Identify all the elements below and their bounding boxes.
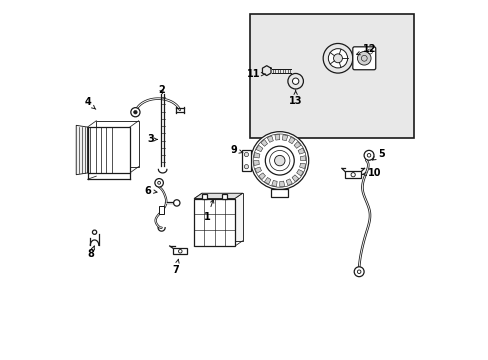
- Text: 13: 13: [288, 90, 302, 105]
- Polygon shape: [266, 136, 273, 142]
- Text: 7: 7: [172, 259, 179, 275]
- Bar: [270, 189, 288, 197]
- Bar: [222, 194, 226, 198]
- Polygon shape: [260, 140, 267, 146]
- Polygon shape: [271, 180, 277, 186]
- Circle shape: [364, 150, 373, 160]
- Circle shape: [244, 152, 248, 157]
- Polygon shape: [279, 181, 284, 186]
- Bar: [242, 150, 250, 171]
- Bar: [202, 193, 242, 241]
- Text: 1: 1: [203, 199, 213, 222]
- Polygon shape: [264, 177, 270, 184]
- Bar: [345, 171, 360, 178]
- Text: 12: 12: [356, 45, 376, 55]
- Bar: [194, 198, 234, 246]
- FancyBboxPatch shape: [352, 47, 375, 70]
- Circle shape: [131, 108, 140, 117]
- Circle shape: [244, 165, 248, 169]
- Circle shape: [274, 156, 285, 166]
- Circle shape: [327, 49, 347, 68]
- Polygon shape: [291, 175, 298, 182]
- Circle shape: [287, 73, 303, 89]
- Circle shape: [173, 200, 180, 206]
- Polygon shape: [297, 148, 304, 154]
- Circle shape: [265, 146, 294, 175]
- Polygon shape: [255, 167, 261, 173]
- Circle shape: [323, 44, 352, 73]
- Bar: [159, 207, 164, 213]
- Polygon shape: [258, 173, 265, 180]
- Bar: [87, 127, 130, 173]
- Circle shape: [353, 267, 364, 277]
- Circle shape: [155, 179, 163, 187]
- Circle shape: [357, 51, 370, 65]
- Text: 9: 9: [230, 145, 243, 155]
- Circle shape: [333, 54, 342, 63]
- Polygon shape: [253, 161, 259, 166]
- Bar: [173, 248, 187, 254]
- Polygon shape: [293, 141, 300, 148]
- Polygon shape: [282, 135, 287, 141]
- Polygon shape: [253, 153, 260, 158]
- Circle shape: [292, 78, 298, 84]
- Polygon shape: [76, 125, 87, 175]
- Bar: [96, 121, 139, 167]
- Text: 4: 4: [84, 98, 96, 109]
- Text: 11: 11: [246, 69, 265, 79]
- Bar: [202, 194, 206, 198]
- Polygon shape: [288, 137, 294, 144]
- Polygon shape: [285, 179, 292, 185]
- Polygon shape: [299, 163, 305, 168]
- Text: 6: 6: [144, 186, 157, 195]
- Polygon shape: [300, 156, 305, 161]
- Text: 10: 10: [362, 168, 381, 178]
- Text: 8: 8: [87, 246, 94, 259]
- Polygon shape: [296, 170, 303, 176]
- Circle shape: [133, 111, 137, 114]
- Bar: [249, 14, 413, 138]
- Circle shape: [250, 132, 308, 189]
- Polygon shape: [256, 145, 263, 152]
- Text: 3: 3: [147, 134, 157, 144]
- Polygon shape: [262, 66, 270, 76]
- Polygon shape: [274, 135, 279, 140]
- Polygon shape: [194, 193, 242, 198]
- Text: 2: 2: [158, 85, 164, 95]
- Text: 5: 5: [372, 149, 385, 160]
